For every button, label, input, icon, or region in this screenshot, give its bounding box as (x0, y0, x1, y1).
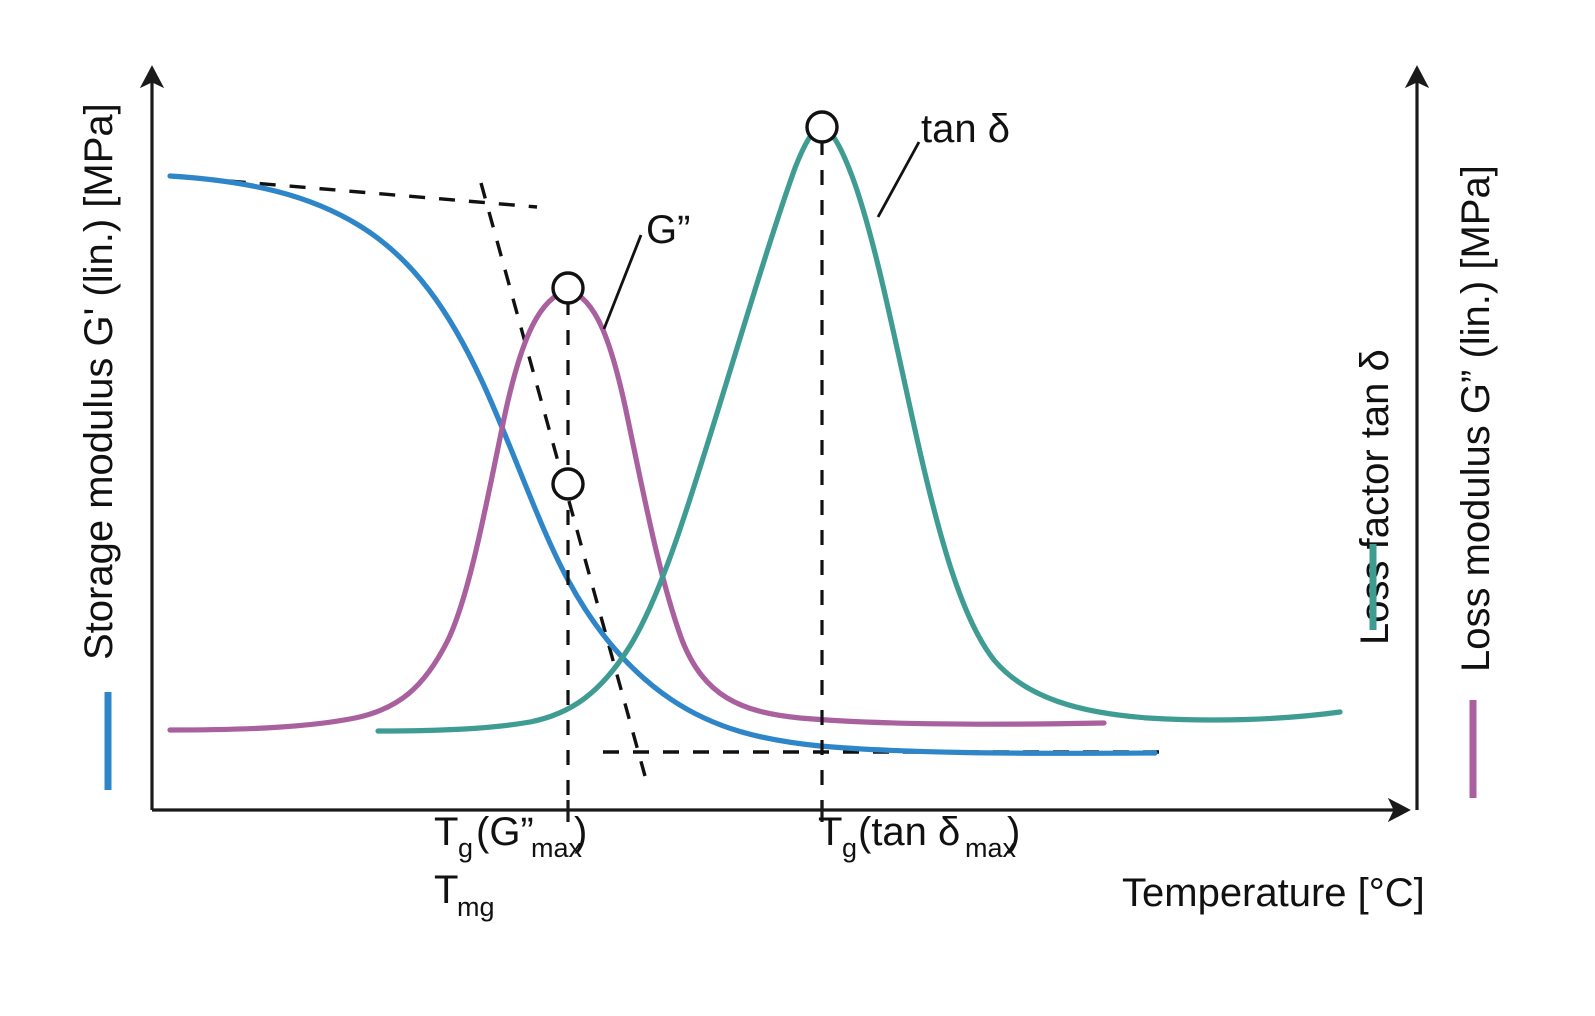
x-tick-label-tmg-sub: mg (457, 892, 495, 922)
left-axis-title: Storage modulus G' (lin.) [MPa] (77, 103, 121, 660)
marker-group (551, 110, 839, 501)
marker-storage-modulus-inflection[interactable] (551, 467, 585, 501)
bottom-axis-title: Temperature [°C] (1122, 871, 1425, 915)
vertical-marker-group (566, 140, 824, 810)
axis-group (139, 65, 1430, 823)
label-curve-tan-delta: tan δ (921, 107, 1010, 151)
curve-tan-delta (375, 124, 1343, 734)
marker-loss-modulus-peak[interactable] (551, 271, 585, 305)
curve-loss-modulus (167, 287, 1107, 733)
label-curve-loss-modulus: G” (646, 208, 690, 252)
x-tick-label-tg-tandelta-close: ) (1007, 810, 1020, 854)
leader-line-tan-delta (876, 141, 921, 218)
x-tick-label-tg-tandelta-main: T (818, 810, 842, 854)
marker-tan-delta-peak[interactable] (805, 110, 839, 144)
x-tick-label-tg-gmax-main: T (434, 810, 458, 854)
leader-line-group (602, 141, 921, 330)
x-tick-label-tg-gmax: T g (G” max ) (434, 810, 587, 863)
curve-storage-modulus (167, 173, 1158, 756)
x-tick-label-tg-tandelta-max: max (965, 833, 1017, 863)
right-outer-axis-title: Loss modulus G” (lin.) [MPa] (1454, 165, 1498, 672)
x-tick-label-tg-gmax-max: max (531, 833, 583, 863)
x-tick-label-tmg-main: T (434, 868, 458, 912)
leader-line-loss-modulus (602, 234, 643, 330)
x-tick-label-tg-gmax-sub: g (458, 833, 473, 863)
x-tick-label-tg-gmax-close: ) (574, 810, 587, 854)
x-tick-label-tg-tandelta-sub: g (842, 833, 857, 863)
x-tick-label-tg-gmax-rest: (G” (476, 810, 534, 854)
x-tick-label-tmg: T mg (434, 868, 495, 922)
x-tick-label-tg-tandelta: T g (tan δ max ) (818, 810, 1020, 863)
x-tick-label-tg-tandelta-rest: (tan δ (858, 810, 960, 854)
tangent-construction-group (169, 174, 1160, 777)
x-tick-group (566, 800, 824, 822)
